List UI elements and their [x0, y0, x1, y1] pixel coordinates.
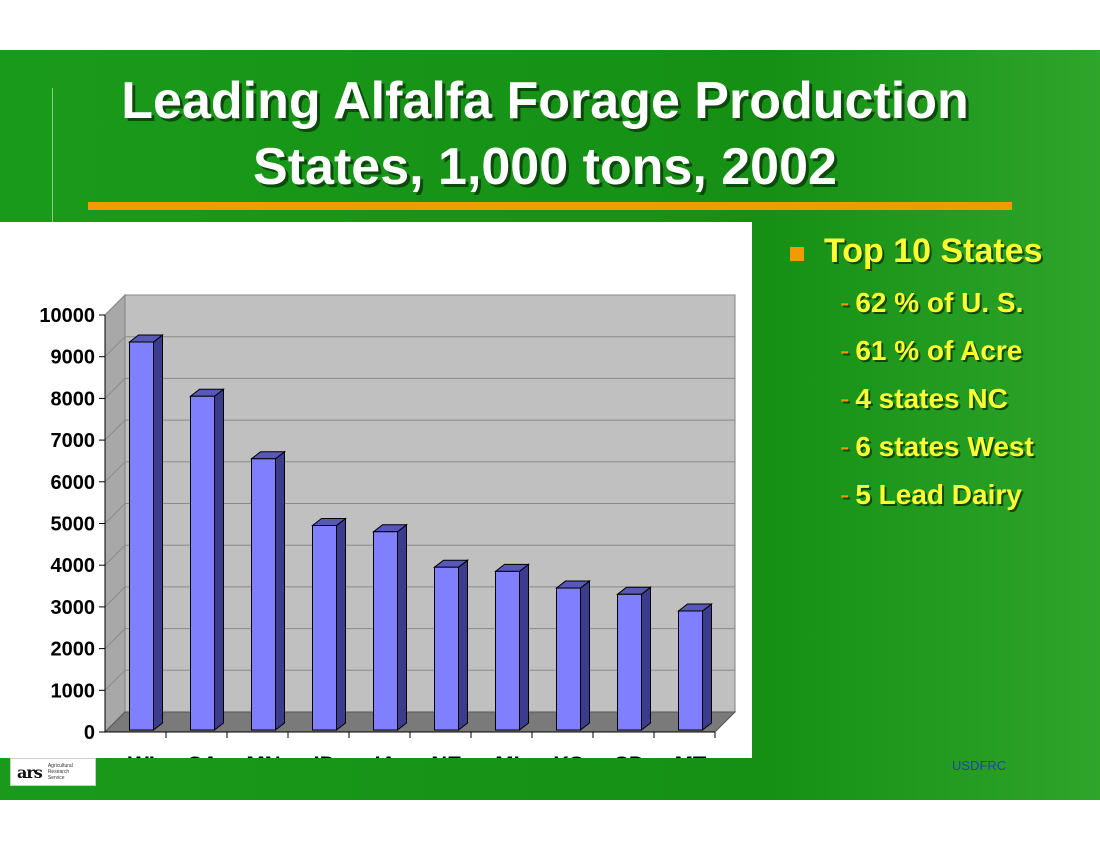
slide-title: Leading Alfalfa Forage Production States… [60, 68, 1030, 200]
bar [129, 341, 154, 731]
y-tick-label: 8000 [51, 388, 96, 410]
gridline-side [104, 294, 126, 316]
ars-logo-line: Agricultural [47, 763, 73, 769]
bullet-heading-text: Top 10 States [824, 232, 1043, 270]
sub-bullet: -4 states NC [840, 375, 1090, 423]
gridline-side [104, 461, 126, 483]
ars-logo-line: Research [47, 769, 70, 775]
bar-side [702, 602, 712, 732]
gridline-side [104, 378, 126, 399]
bar [617, 593, 642, 731]
dash-icon: - [840, 383, 850, 414]
gridline-side [104, 669, 126, 691]
sub-bullet-text: 5 Lead Dairy [855, 479, 1022, 510]
title-line-2: States, 1,000 tons, 2002 [253, 138, 837, 196]
sub-bullet: -6 states West [840, 423, 1090, 471]
ars-logo: ars Agricultural Research Service [10, 758, 96, 786]
dash-icon: - [840, 287, 850, 318]
y-tick-label: 0 [84, 722, 95, 744]
footer-text: USDFRC [952, 758, 1007, 773]
bar [312, 525, 337, 731]
bar-side [458, 559, 468, 732]
bar-chart: 0 1000 2000 3000 4000 5000 6000 7000 8000 9000 100… [39, 293, 737, 758]
dash-icon: - [840, 479, 850, 510]
title-underline [88, 202, 1012, 210]
x-tick-label: NE [431, 752, 462, 758]
bullet-list: Top 10 States -62 % of U. S. -61 % of Ac… [790, 232, 1090, 519]
y-tick-label: 3000 [51, 597, 96, 619]
x-tick-label: ID [314, 752, 336, 758]
sub-bullet-text: 6 states West [855, 431, 1034, 462]
y-tick-label: 2000 [51, 639, 96, 661]
bar-side [397, 523, 407, 732]
bar-side [275, 450, 285, 732]
ars-logo-mark: ars [17, 762, 43, 782]
x-tick-label: WI [128, 752, 155, 758]
gridline-side [104, 503, 126, 524]
gridline-side [104, 544, 126, 566]
bar-side [336, 517, 346, 732]
bar [678, 610, 703, 731]
y-tick-label: 9000 [51, 347, 96, 369]
ars-logo-words: Agricultural Research Service [48, 763, 73, 781]
gridline-side [104, 586, 126, 608]
square-bullet-icon [790, 246, 804, 261]
dash-icon: - [840, 335, 850, 366]
chart-panel: 0 1000 2000 3000 4000 5000 6000 7000 8000 9000 100… [0, 222, 752, 758]
gridline-side [104, 336, 126, 358]
bar-side [519, 563, 529, 732]
y-tick-label: 5000 [51, 514, 96, 536]
y-tick-label: 4000 [51, 555, 96, 577]
x-tick-label: MN [246, 752, 280, 758]
bar-side [214, 388, 224, 732]
bar [190, 395, 215, 731]
y-tick-label: 10000 [39, 305, 95, 327]
bar [251, 458, 276, 731]
y-tick-label: 6000 [51, 472, 96, 494]
bar-side [580, 580, 590, 732]
gridline-side [104, 419, 126, 441]
x-tick-label: MT [675, 752, 707, 758]
x-tick-label: SD [614, 752, 645, 758]
sub-bullet-text: 61 % of Acre [855, 335, 1023, 366]
sub-bullet-text: 62 % of U. S. [855, 287, 1024, 318]
ars-logo-line: Service [47, 775, 65, 781]
sub-bullet-text: 4 states NC [855, 383, 1008, 414]
x-tick-label: KS [553, 752, 584, 758]
bar-side [153, 333, 163, 732]
bar [556, 587, 581, 731]
y-tick-label: 7000 [51, 430, 96, 452]
bullet-heading: Top 10 States [790, 232, 1090, 271]
gridline-side [104, 628, 126, 649]
sub-bullet: -62 % of U. S. [840, 279, 1090, 327]
y-tick-label: 1000 [51, 680, 96, 702]
sub-bullet: -5 Lead Dairy [840, 471, 1090, 519]
sub-bullet: -61 % of Acre [840, 327, 1090, 375]
decorative-vertical-line [52, 88, 53, 226]
bar [495, 570, 520, 731]
x-tick-label: CA [187, 752, 219, 758]
bar [373, 531, 398, 731]
bar-side [641, 586, 651, 732]
slide: Leading Alfalfa Forage Production States… [0, 50, 1100, 800]
bar [434, 566, 459, 731]
x-tick-label: IA [375, 752, 397, 758]
dash-icon: - [840, 431, 850, 462]
x-tick-label: MI [495, 752, 519, 758]
title-line-1: Leading Alfalfa Forage Production [121, 72, 969, 130]
